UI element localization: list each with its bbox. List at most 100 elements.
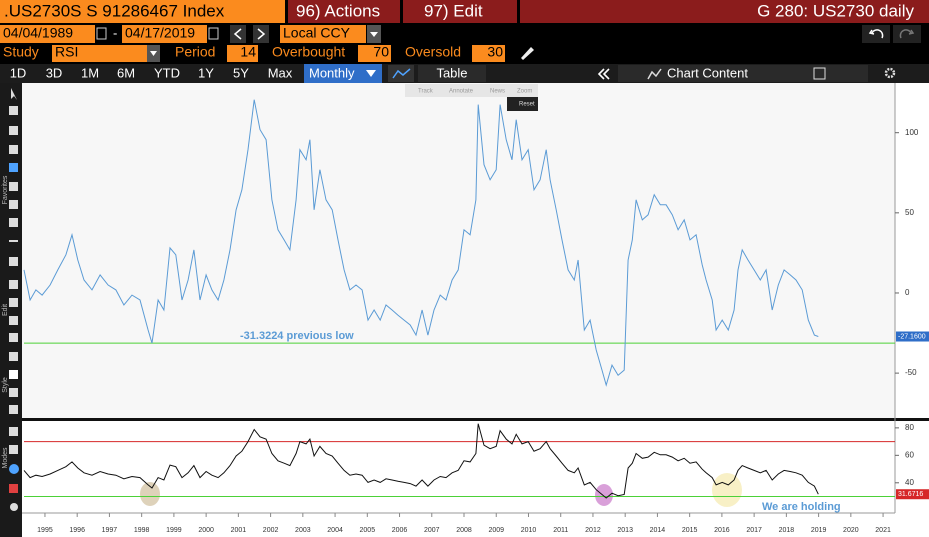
y-tick-label: 100 (905, 128, 919, 137)
panel-divider (22, 418, 929, 421)
range-button[interactable]: YTD (154, 65, 180, 80)
security: .US2730S S 91286467 Index (4, 1, 225, 20)
overlay-news[interactable]: News (490, 89, 505, 95)
calendar-icon[interactable] (96, 27, 107, 40)
tool-icon[interactable] (9, 106, 18, 115)
tool-icon[interactable] (9, 240, 18, 242)
tool-icon[interactable] (9, 298, 18, 307)
currency: Local CCY (283, 25, 351, 41)
tool-icon[interactable] (9, 370, 18, 379)
overlay-track[interactable]: Track (418, 89, 434, 95)
x-tick-label: 2017 (746, 527, 762, 534)
tool-icon[interactable] (9, 257, 18, 266)
currency-field[interactable] (280, 25, 366, 43)
overlay-bar (405, 84, 538, 97)
tool-icon[interactable] (9, 445, 18, 454)
range-button[interactable]: 1Y (198, 65, 214, 80)
y-tick-label: 60 (905, 450, 914, 459)
tool-icon[interactable] (9, 405, 18, 414)
tool-icon[interactable] (9, 126, 18, 135)
chart-content: Chart Content (667, 65, 748, 80)
undo-icon (868, 29, 884, 39)
table: Table (436, 65, 467, 80)
highlight (595, 484, 613, 506)
end-date-field[interactable] (122, 25, 207, 43)
dropdown-arrow (366, 70, 376, 77)
x-axis-area (22, 513, 929, 537)
study: RSI (55, 44, 78, 60)
rsi-panel (22, 421, 929, 513)
frequency-button[interactable] (304, 64, 382, 83)
range-button[interactable]: 1M (81, 65, 99, 80)
tool-icon[interactable] (9, 163, 18, 172)
sidebar (0, 83, 22, 537)
last-value-box (896, 489, 929, 500)
edit: 97) Edit (424, 1, 483, 20)
period: 14 (240, 44, 256, 60)
edit-chart-icon[interactable] (813, 67, 826, 80)
overbought-field[interactable] (358, 45, 391, 62)
x-tick-label: 2021 (875, 527, 891, 534)
end-date: 04/17/2019 (125, 25, 195, 41)
start-date: 04/04/1989 (3, 25, 73, 41)
tool-icon[interactable] (9, 200, 18, 209)
actions-menu[interactable] (288, 0, 400, 23)
reference-label: -31.3224 previous low (240, 330, 354, 342)
tool-icon[interactable] (9, 182, 18, 191)
tool-icon[interactable] (9, 352, 18, 361)
pencil-icon[interactable] (521, 47, 534, 60)
tool-icon[interactable] (9, 316, 18, 325)
collapse-icon[interactable] (597, 68, 605, 80)
tool-icon[interactable] (9, 388, 18, 397)
chart-type-icon (392, 68, 411, 79)
tool-icon[interactable] (9, 427, 18, 436)
period-field[interactable] (227, 45, 258, 62)
tool-icon[interactable] (9, 145, 18, 154)
y-tick-label: 80 (905, 423, 914, 432)
range-button[interactable]: 5Y (233, 65, 249, 80)
collapse-icon (602, 68, 610, 80)
study-label: Study (3, 44, 39, 60)
tool-icon[interactable] (9, 464, 19, 474)
settings-icon[interactable] (884, 67, 896, 79)
range-button[interactable]: 3D (46, 65, 63, 80)
x-tick-label: 2020 (843, 527, 859, 534)
tool-icon[interactable] (10, 503, 18, 511)
oversold-field[interactable] (472, 45, 505, 62)
prev-button[interactable] (230, 25, 246, 43)
redo-button[interactable] (893, 25, 921, 43)
x-tick-label: 2015 (682, 527, 698, 534)
y-tick-label: 0 (905, 288, 910, 297)
start-date-field[interactable] (0, 25, 95, 43)
tool-icon[interactable] (9, 218, 18, 227)
overlay-annotate[interactable]: Annotate (449, 89, 474, 95)
annotation: We are holding (762, 501, 841, 513)
study-field[interactable] (52, 45, 147, 62)
x-tick-label: 2011 (553, 527, 568, 534)
table-button[interactable] (418, 65, 486, 82)
calendar-icon[interactable] (208, 27, 219, 40)
undo-button[interactable] (862, 25, 890, 43)
last-value-box (896, 331, 929, 342)
security-box[interactable] (0, 0, 285, 23)
edit-menu[interactable] (403, 0, 517, 23)
redo-icon (899, 29, 915, 39)
range-button[interactable]: 1D (10, 65, 27, 80)
range-button[interactable]: Max (268, 65, 293, 80)
frequency: Monthly (309, 65, 355, 80)
overbought-label: Overbought (272, 44, 345, 60)
chart-content-button[interactable] (618, 65, 868, 82)
next-arrow (257, 28, 266, 40)
next-button[interactable] (253, 25, 269, 43)
overlay-zoom[interactable]: Zoom (517, 89, 532, 95)
x-tick-label: 2001 (231, 527, 247, 534)
reset-button[interactable] (507, 97, 538, 111)
tool-icon[interactable] (9, 333, 18, 342)
x-tick-label: 2010 (521, 527, 537, 534)
cursor-icon[interactable] (11, 88, 17, 100)
range-button[interactable]: 6M (117, 65, 135, 80)
tool-icon[interactable] (9, 484, 18, 493)
y-tick-label: 50 (905, 208, 914, 217)
tool-icon[interactable] (9, 280, 18, 289)
